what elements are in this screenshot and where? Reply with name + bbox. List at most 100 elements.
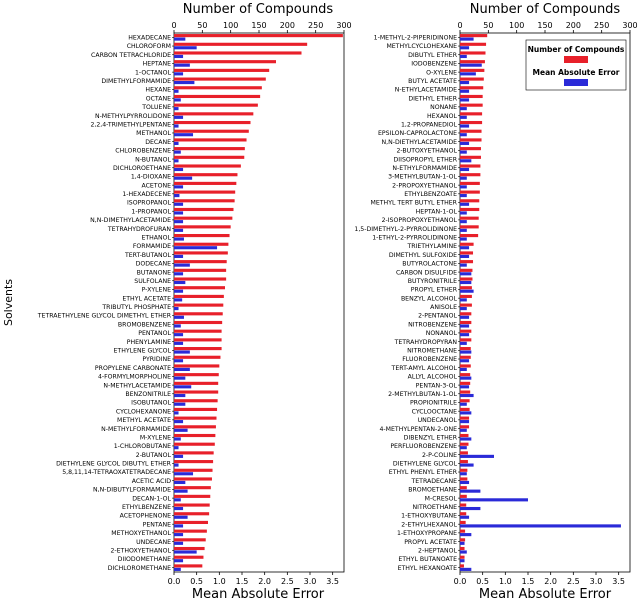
mae-bar bbox=[174, 37, 186, 41]
count-bar bbox=[174, 503, 210, 507]
category-label: TOLUENE bbox=[141, 104, 171, 111]
category-label: DIISOPROPYL ETHER bbox=[394, 156, 458, 163]
category-label: UNDECANOL bbox=[418, 417, 458, 424]
category-label: 1-ETHYL-2-PYRROLIDINONE bbox=[372, 234, 457, 241]
category-label: CARBON TETRACHLORIDE bbox=[91, 52, 171, 59]
mae-bar bbox=[460, 489, 481, 493]
mae-bar bbox=[460, 367, 467, 372]
mae-bar bbox=[460, 211, 467, 215]
category-label: ETHYLBENZENE bbox=[122, 504, 171, 511]
category-label: 2-BUTOXYETHANOL bbox=[396, 148, 457, 155]
mae-bar bbox=[460, 376, 472, 380]
mae-bar bbox=[174, 480, 186, 485]
mae-bar bbox=[460, 237, 467, 241]
category-label: SULFOLANE bbox=[134, 278, 171, 285]
mae-bar bbox=[174, 559, 184, 563]
mae-bar bbox=[174, 489, 188, 493]
mae-bar bbox=[174, 124, 179, 128]
category-label: 2-ETHOXYETHANOL bbox=[110, 547, 171, 554]
category-label: CHLOROFORM bbox=[127, 43, 171, 50]
count-bar bbox=[460, 425, 470, 429]
top-tick-label: 150 bbox=[537, 21, 552, 30]
category-label: PROPYL ACETATE bbox=[404, 539, 457, 546]
mae-bar bbox=[174, 80, 195, 85]
count-bar bbox=[174, 512, 210, 516]
category-label: DIETHYLENE GLYCOL DIBUTYL ETHER bbox=[56, 461, 172, 468]
count-bar bbox=[460, 260, 474, 264]
count-bar bbox=[174, 294, 224, 298]
mae-bar bbox=[174, 211, 184, 215]
category-label: ETHYL ACETATE bbox=[122, 295, 171, 302]
count-bar bbox=[174, 468, 213, 472]
count-bar bbox=[174, 94, 261, 99]
category-label: HEXANOL bbox=[427, 113, 458, 120]
category-label: TERT-AMYL ALCOHOL bbox=[391, 365, 458, 372]
mae-bar bbox=[174, 376, 186, 380]
mae-bar bbox=[460, 115, 467, 119]
mae-bar bbox=[460, 559, 465, 563]
count-bar bbox=[174, 329, 222, 333]
bottom-tick-label: 2.5 bbox=[567, 577, 580, 586]
mae-bar bbox=[460, 446, 467, 450]
count-bar bbox=[174, 268, 227, 272]
count-bar bbox=[460, 364, 471, 368]
category-label: 1-METHYL-2-PIPERIDINONE bbox=[374, 35, 457, 42]
count-bar bbox=[174, 347, 222, 351]
top-tick-label: 200 bbox=[280, 21, 295, 30]
category-label: N-ETHYLACETAMIDE bbox=[395, 87, 457, 94]
count-bar bbox=[174, 486, 211, 490]
mae-bar bbox=[460, 472, 467, 476]
category-label: 2-ISOPROPOXYETHANOL bbox=[382, 217, 458, 224]
category-label: NITROBENZENE bbox=[408, 321, 457, 328]
category-label: N-METHYLFORMAMIDE bbox=[101, 426, 171, 433]
count-bar bbox=[460, 216, 479, 220]
mae-bar bbox=[174, 220, 184, 224]
category-label: PENTANOL bbox=[138, 330, 171, 337]
count-bar bbox=[174, 416, 217, 420]
mae-bar bbox=[174, 359, 184, 363]
count-bar bbox=[174, 147, 245, 151]
category-label: 1,5-DIMETHYL-2-PYRROLIDINONE bbox=[354, 226, 457, 233]
top-tick-label: 250 bbox=[308, 21, 323, 30]
bottom-tick-label: 3.5 bbox=[612, 577, 625, 586]
category-label: 1-PROPANOL bbox=[131, 208, 171, 215]
count-bar bbox=[460, 416, 470, 420]
mae-bar bbox=[460, 37, 474, 41]
count-bar bbox=[460, 190, 480, 194]
count-bar bbox=[460, 51, 486, 55]
category-label: M-CRESOL bbox=[425, 495, 458, 502]
count-bar bbox=[460, 199, 480, 203]
count-bar bbox=[174, 277, 227, 281]
category-label: NONANOL bbox=[426, 330, 458, 337]
mae-bar bbox=[460, 176, 467, 180]
mae-bar bbox=[460, 333, 470, 337]
mae-bar bbox=[174, 350, 190, 354]
mae-bar bbox=[174, 176, 193, 180]
mae-bar bbox=[174, 393, 186, 398]
count-bar bbox=[460, 60, 485, 64]
count-bar bbox=[460, 294, 472, 298]
count-bar bbox=[460, 329, 472, 333]
category-label: 1,4-DIOXANE bbox=[131, 174, 171, 181]
mae-bar bbox=[460, 72, 476, 76]
bottom-tick-label: 1.5 bbox=[522, 577, 535, 586]
mae-bar bbox=[174, 428, 188, 432]
plot-frame-1 bbox=[459, 32, 631, 573]
bottom-tick-label: 1.0 bbox=[213, 577, 226, 586]
mae-bar bbox=[460, 428, 467, 432]
legend-swatch-mae bbox=[564, 79, 588, 86]
mae-bar bbox=[174, 515, 188, 519]
count-bar bbox=[460, 277, 473, 281]
count-bar bbox=[174, 538, 206, 542]
category-label: ACETOPHENONE bbox=[120, 513, 171, 520]
count-bar bbox=[460, 120, 483, 125]
category-label: HEXANE bbox=[145, 87, 171, 94]
mae-bar bbox=[460, 202, 470, 206]
mae-bar bbox=[174, 533, 184, 537]
mae-bar bbox=[174, 324, 181, 328]
mae-bar bbox=[174, 194, 180, 198]
count-bar bbox=[174, 564, 203, 568]
mae-bar bbox=[460, 63, 482, 67]
category-label: 2,2,4-TRIMETHYLPENTANE bbox=[90, 121, 171, 128]
